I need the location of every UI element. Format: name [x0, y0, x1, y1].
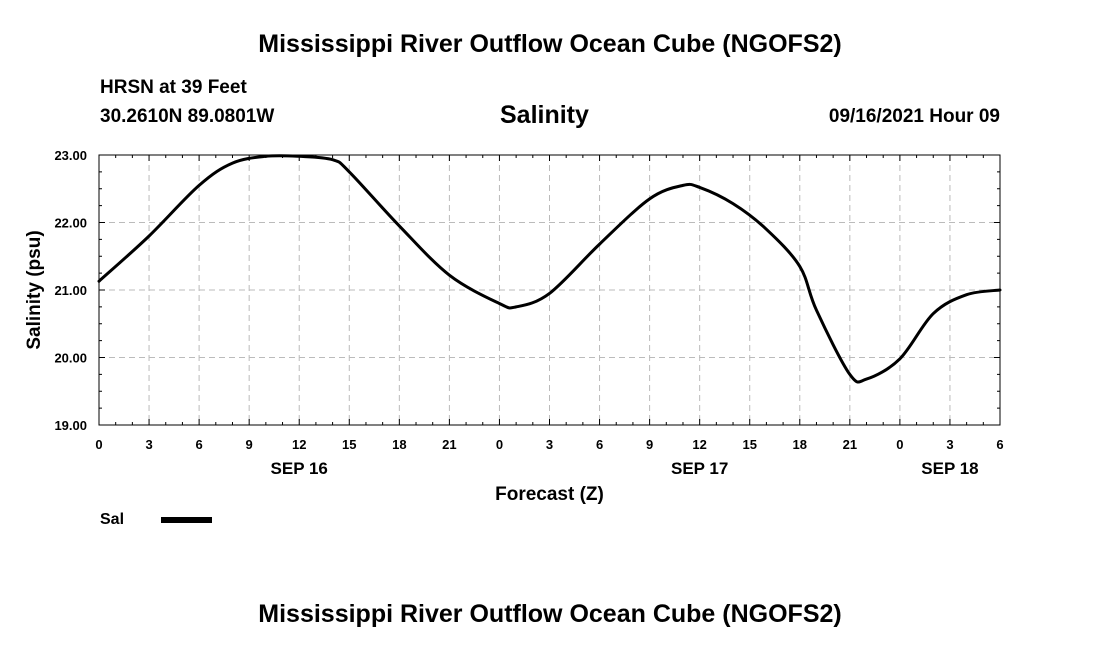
chart-title-bottom: Mississippi River Outflow Ocean Cube (NG…	[258, 600, 842, 628]
x-tick-label: 6	[596, 437, 603, 452]
y-tick-label: 23.00	[54, 148, 87, 163]
x-tick-label: 3	[145, 437, 152, 452]
variable-title: Salinity	[500, 101, 589, 129]
x-tick-label: 15	[742, 437, 756, 452]
x-tick-label: 12	[692, 437, 706, 452]
x-tick-label: 3	[546, 437, 553, 452]
x-tick-label: 9	[246, 437, 253, 452]
y-tick-label: 20.00	[54, 351, 87, 366]
x-tick-label: 6	[996, 437, 1003, 452]
series-line-sal	[97, 154, 1002, 384]
y-axis-title: Salinity (psu)	[24, 230, 45, 349]
x-tick-label: 21	[442, 437, 456, 452]
x-tick-label: 21	[843, 437, 857, 452]
legend-label-sal: Sal	[100, 511, 124, 528]
x-tick-label: 9	[646, 437, 653, 452]
x-tick-label: 0	[496, 437, 503, 452]
day-label: SEP 17	[671, 459, 728, 478]
day-label: SEP 16	[271, 459, 328, 478]
x-tick-label: 18	[392, 437, 406, 452]
day-labels: SEP 16 SEP 17 SEP 18	[271, 459, 979, 478]
day-label: SEP 18	[921, 459, 978, 478]
x-tick-label: 12	[292, 437, 306, 452]
x-tick-label: 3	[946, 437, 953, 452]
x-axis-title: Forecast (Z)	[495, 484, 604, 505]
x-tick-label: 6	[195, 437, 202, 452]
grid-lines	[99, 155, 1000, 425]
x-tick-label: 0	[95, 437, 102, 452]
x-tick-label: 18	[793, 437, 807, 452]
x-tick-label: 15	[342, 437, 356, 452]
x-tick-label: 0	[896, 437, 903, 452]
axis-ticks	[98, 154, 1001, 426]
y-tick-labels: 19.00 20.00 21.00 22.00 23.00	[54, 148, 87, 433]
x-tick-labels: 0 3 6 9 12 15 18 21 0 3 6 9 12 15 18 21 0 3 6	[95, 437, 1003, 452]
y-tick-label: 21.00	[54, 283, 87, 298]
y-tick-label: 19.00	[54, 418, 87, 433]
forecast-datetime: 09/16/2021 Hour 09	[828, 106, 1000, 127]
y-tick-label: 22.00	[54, 216, 87, 231]
station-coordinates: 30.2610N 89.0801W	[100, 106, 275, 127]
station-label: HRSN at 39 Feet	[100, 77, 247, 98]
chart-title-top: Mississippi River Outflow Ocean Cube (NG…	[258, 30, 842, 58]
